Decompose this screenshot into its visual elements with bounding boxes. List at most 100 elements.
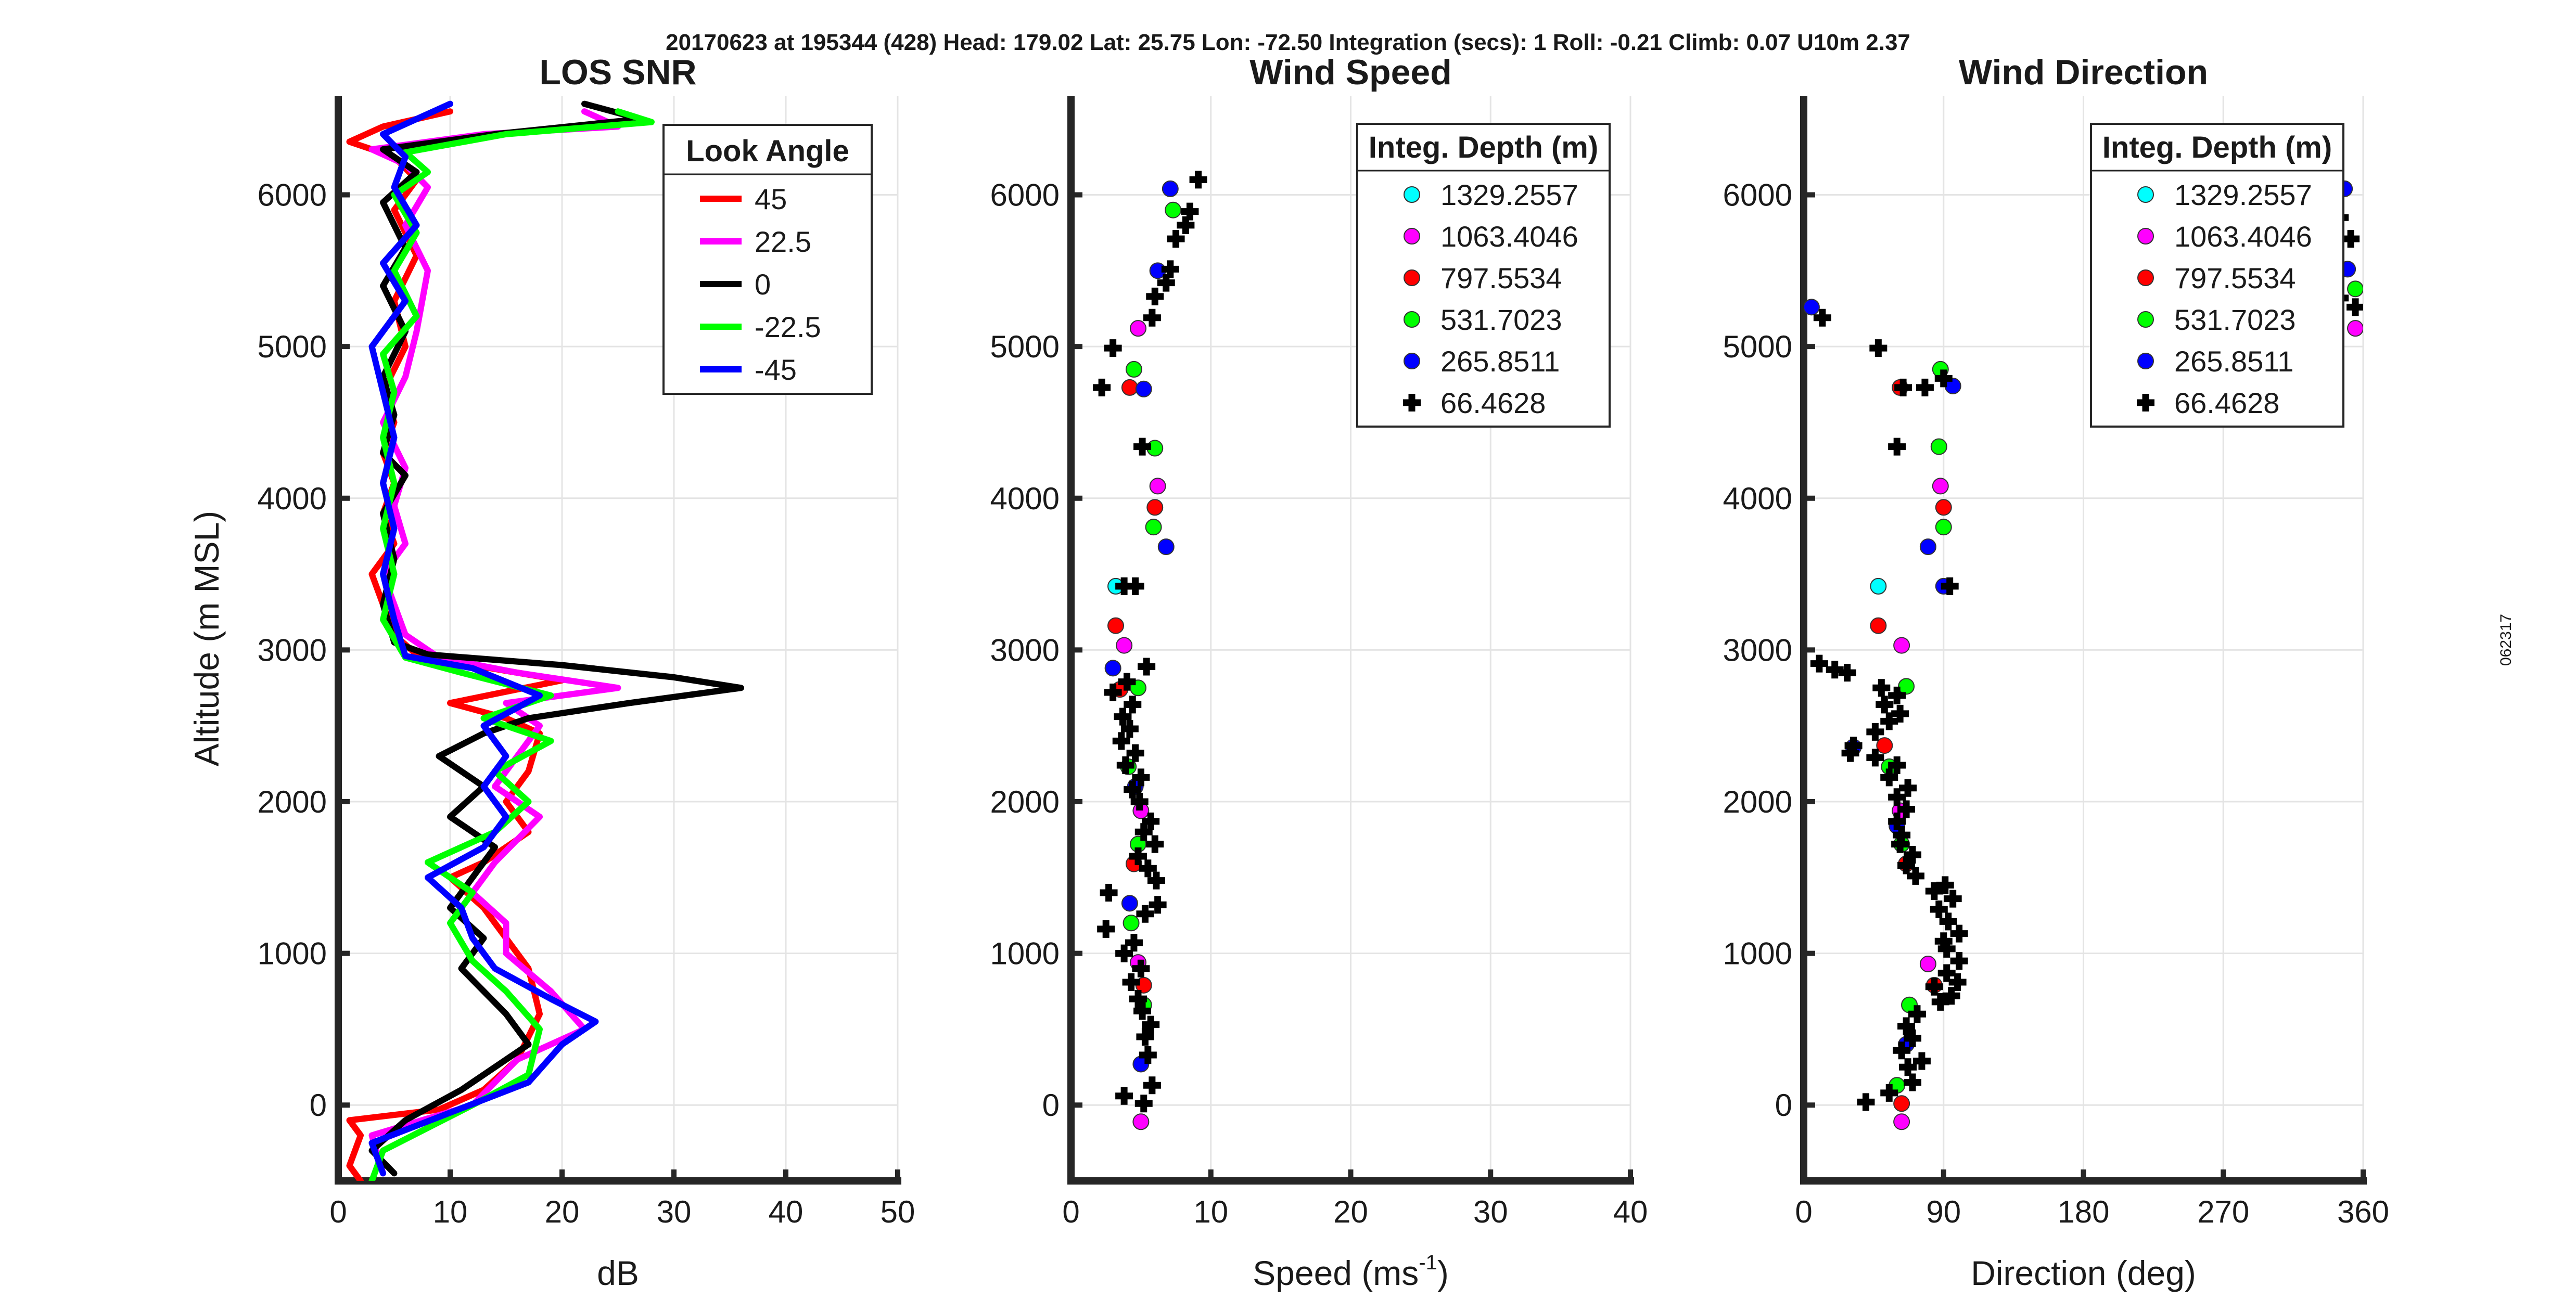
data-point-plus xyxy=(1129,847,1147,865)
y-tick-label: 6000 xyxy=(258,178,327,213)
data-point-plus xyxy=(1125,934,1143,952)
legend-entry-label: 531.7023 xyxy=(2174,303,2296,336)
x-tick-label: 360 xyxy=(2337,1194,2389,1229)
data-point-plus xyxy=(1897,800,1916,818)
legend-swatch-marker xyxy=(2137,269,2154,286)
data-point-plus xyxy=(1912,1052,1931,1070)
data-point-plus xyxy=(2342,230,2360,248)
data-point-plus xyxy=(1857,1093,1875,1111)
data-point-plus xyxy=(1104,684,1122,702)
data-point-plus xyxy=(2347,298,2363,316)
y-tick-label: 6000 xyxy=(990,178,1060,213)
legend-swatch-marker xyxy=(2137,311,2154,328)
data-point-plus xyxy=(1813,308,1831,327)
x-tick-label: 10 xyxy=(1193,1194,1228,1229)
panel-title: LOS SNR xyxy=(539,53,696,92)
data-point-plus xyxy=(1134,1095,1153,1113)
data-point-plus xyxy=(1880,1084,1898,1102)
data-point-plus xyxy=(1116,756,1134,774)
data-point xyxy=(1107,617,1124,634)
data-point-plus xyxy=(1893,1041,1911,1060)
legend-box xyxy=(2090,123,2344,428)
data-point-plus xyxy=(1904,846,1922,864)
data-point-plus xyxy=(1126,577,1144,595)
x-tick-label: 30 xyxy=(657,1194,692,1229)
legend-entry-label: 265.8511 xyxy=(2174,345,2293,378)
figure-header: 20170623 at 195344 (428) Head: 179.02 La… xyxy=(666,30,1910,55)
data-point-plus xyxy=(1142,1015,1160,1034)
data-point-plus xyxy=(1866,749,1884,767)
data-point-plus xyxy=(1122,973,1140,991)
data-point-plus xyxy=(1120,720,1139,738)
data-point-plus xyxy=(1876,696,1894,714)
data-point-plus xyxy=(1925,882,1943,901)
y-tick-label: 3000 xyxy=(258,633,327,667)
data-point-plus xyxy=(1941,577,1959,595)
data-point xyxy=(1919,538,1936,556)
data-point xyxy=(1876,737,1893,754)
data-point-plus xyxy=(1149,896,1167,914)
data-point-plus xyxy=(1888,788,1906,806)
legend-swatch-marker xyxy=(2137,353,2154,369)
legend-swatch-marker xyxy=(1404,186,1420,203)
legend-swatch-marker xyxy=(1404,311,1420,328)
data-point-plus xyxy=(1157,274,1175,292)
data-point-plus xyxy=(1114,708,1132,726)
data-point-plus xyxy=(1810,654,1828,673)
data-point-plus xyxy=(1936,876,1954,894)
y-tick-label: 0 xyxy=(1042,1088,1060,1123)
data-point-plus xyxy=(1115,944,1133,962)
y-tick-label: 3000 xyxy=(1723,633,1792,667)
x-tick-label: 20 xyxy=(1333,1194,1368,1229)
data-point xyxy=(1893,637,1910,654)
data-point-plus xyxy=(1118,673,1136,691)
data-point xyxy=(2347,280,2363,298)
data-point-plus xyxy=(1189,171,1207,189)
legend-entry-label: 0 xyxy=(755,268,771,301)
y-tick-label: 1000 xyxy=(258,936,327,971)
legend-entry-label: 66.4628 xyxy=(2174,387,2279,419)
x-tick-label: 0 xyxy=(1062,1194,1079,1229)
data-point xyxy=(1870,617,1887,634)
data-point-plus xyxy=(1942,987,1960,1005)
legend-entry-label: 66.4628 xyxy=(1440,387,1546,419)
legend-entry-label: -45 xyxy=(755,353,797,386)
legend-entry-label: 531.7023 xyxy=(1440,303,1562,336)
x-tick-label: 270 xyxy=(2197,1194,2249,1229)
data-point-plus xyxy=(1826,661,1844,679)
legend-entry-label: 1329.2557 xyxy=(1440,178,1578,211)
x-axis-label: dB xyxy=(597,1254,639,1292)
data-point-plus xyxy=(1130,792,1149,811)
legend-box xyxy=(1356,123,1611,428)
data-point-plus xyxy=(1112,732,1130,750)
data-point-plus xyxy=(1939,912,1957,931)
data-point-plus xyxy=(1880,768,1898,787)
panel-title: Wind Direction xyxy=(1959,53,2208,92)
series-line--22.5 xyxy=(368,108,655,1181)
y-axis-label: Altitude (m MSL) xyxy=(187,511,226,766)
data-point-plus xyxy=(1950,952,1968,970)
data-point-plus xyxy=(1136,905,1154,923)
y-tick-label: 2000 xyxy=(1723,784,1792,819)
data-point xyxy=(1919,956,1936,972)
legend-entry-label: 797.5534 xyxy=(1440,262,1562,294)
data-point-plus xyxy=(1177,216,1195,234)
data-point-plus xyxy=(1134,823,1153,841)
x-tick-label: 180 xyxy=(2057,1194,2109,1229)
los-snr-panel: 0 10 20 30 40 50 0 1000 2000 3000 4000 5000 6000 LOS … xyxy=(187,53,915,1292)
legend-swatch-marker xyxy=(1404,228,1420,245)
data-point-plus xyxy=(1167,230,1185,248)
data-point xyxy=(1804,299,1820,316)
data-point xyxy=(1893,1113,1910,1130)
data-point-plus xyxy=(1147,871,1165,890)
data-point-plus xyxy=(1872,679,1891,697)
side-label: 062317 xyxy=(2497,614,2515,666)
wind-direction-panel: 0 90 180 270 360 0 1000 2000 3000 4000 5000 6000 Win… xyxy=(1723,53,2390,1292)
legend-title: Look Angle xyxy=(686,134,849,168)
y-tick-label: 4000 xyxy=(1723,481,1792,516)
legend-entry-label: 265.8511 xyxy=(1440,345,1560,378)
legend-swatch-marker xyxy=(1404,269,1420,286)
data-point xyxy=(1121,379,1138,396)
data-point-plus xyxy=(1126,744,1144,762)
x-tick-label: 50 xyxy=(881,1194,915,1229)
